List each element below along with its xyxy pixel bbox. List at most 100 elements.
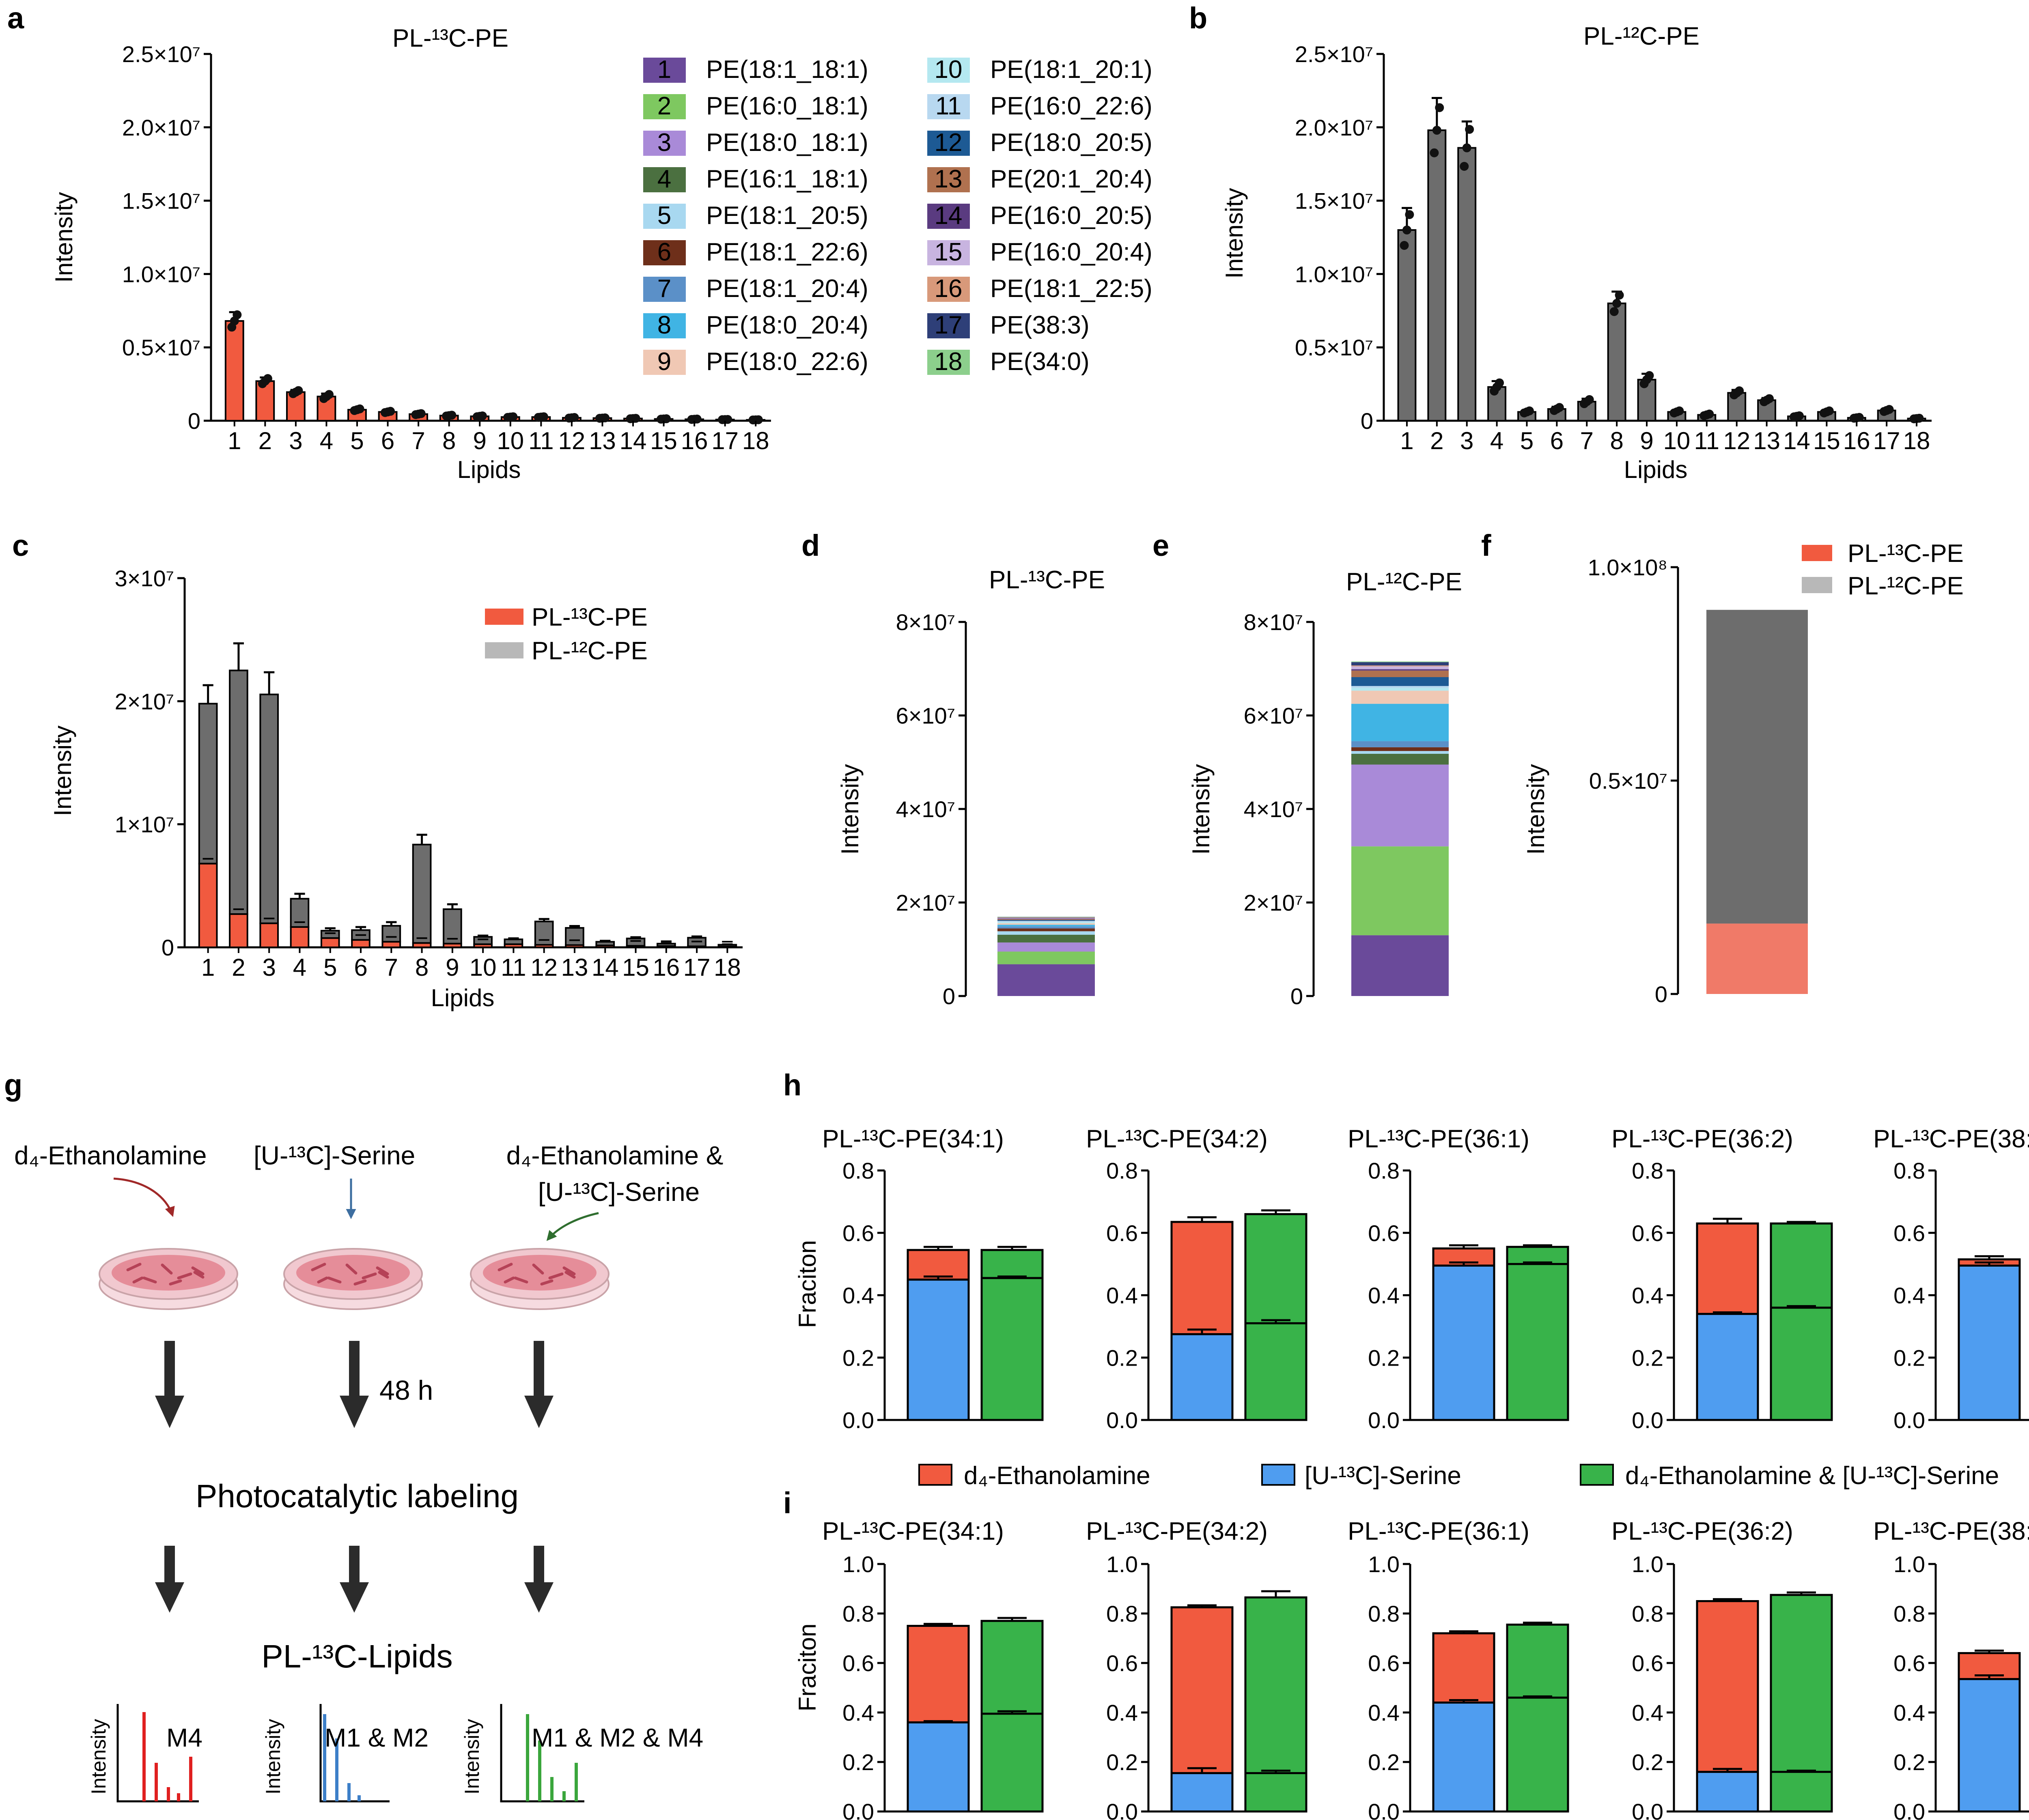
panel-h-subplot-y-tick-label: 0.0: [842, 1407, 874, 1433]
panel-a-title: PL-¹³C-PE: [392, 24, 508, 52]
panel-i-subplot-bar-serine: [1696, 1771, 1759, 1813]
lipid-legend-swatch: [643, 94, 686, 119]
panel-f-legend-swatch-12c: [1802, 577, 1832, 593]
panel-b-chart: PL-¹²C-PE Lipids Intensity 0 0.5×10⁷ 1.0×1…: [1221, 22, 1932, 483]
panel-b-x-tick-label: 4: [1490, 427, 1503, 454]
lipid-legend-swatch: [927, 277, 970, 302]
lipid-legend-swatch: [643, 204, 686, 229]
panel-h-subplot-bar-serine: [1770, 1306, 1833, 1421]
panel-a-bar: [255, 380, 275, 422]
panel-b-x-tick-label: 10: [1663, 427, 1691, 454]
panel-c-x-tick-label: 13: [561, 954, 588, 981]
panel-i-subplot-y-tick-label: 0.4: [1893, 1700, 1925, 1725]
panel-h-subplot-y-tick-label: 0.4: [1106, 1283, 1138, 1308]
panel-i-subplot-y-tick-label: 0.0: [1368, 1799, 1400, 1820]
panel-letter-e: e: [1152, 529, 1169, 562]
panel-i-subplot-title: PL-¹³C-PE(36:1): [1348, 1517, 1529, 1545]
panel-a-chart: PL-¹³C-PE Lipids Intensity 0 0.5×10⁷ 1.0×1…: [50, 24, 771, 483]
panel-h-subplot-bar-ethanolamine: [980, 1249, 1044, 1279]
lipid-legend-name: PE(20:1_20:4): [990, 165, 1152, 193]
panel-a-x-tick-label: 1: [228, 427, 241, 454]
label-serine: [U-¹³C]-Serine: [254, 1141, 415, 1170]
panel-h-subplot-y-tick-label: 0.4: [842, 1283, 874, 1308]
panel-b-data-point: [1402, 225, 1411, 234]
panel-i-subplot-y-tick-label: 1.0: [1632, 1551, 1663, 1577]
panel-c-bar-13c: [381, 941, 401, 949]
panel-h-subplot-y-tick-label: 0.2: [842, 1345, 874, 1370]
panel-b-bar: [1607, 302, 1626, 422]
panel-c-bar-12c: [259, 693, 279, 924]
panel-c-x-tick-label: 8: [415, 954, 429, 981]
lipid-legend-swatch: [927, 131, 970, 156]
panel-i-subplot-y-tick-label: 0.8: [1368, 1601, 1400, 1626]
panel-b-x-tick-label: 14: [1783, 427, 1810, 454]
spectrum-m1-m2-m4-icon: Intensity M1 & M2 & M4: [461, 1704, 703, 1803]
panel-i-subplot-y-tick-label: 0.8: [1632, 1601, 1663, 1626]
panel-b-x-tick-label: 6: [1550, 427, 1564, 454]
panel-e-segment: [1351, 666, 1449, 669]
panel-b-data-point: [1705, 409, 1714, 419]
panel-b-data-point: [1885, 405, 1894, 414]
panel-h-subplot-y-tick-label: 0.4: [1368, 1283, 1400, 1308]
panel-c-x-tick-label: 12: [530, 954, 558, 981]
panel-c-bar-13c: [351, 939, 370, 949]
panel-b-x-tick-label: 7: [1580, 427, 1594, 454]
panel-a-y-tick-label: 1.0×10⁷: [122, 261, 200, 287]
panel-h-subplot-y-tick-label: 0.2: [1632, 1345, 1663, 1370]
panel-a-x-tick-label: 7: [411, 427, 425, 454]
panel-d-segment: [997, 917, 1095, 918]
panel-c-x-tick-label: 4: [293, 954, 306, 981]
panel-i-subplot-y-tick-label: 0.4: [842, 1700, 874, 1725]
panel-h-subplot-y-tick-label: 0.2: [1368, 1345, 1400, 1370]
lipid-legend-swatch: [643, 313, 686, 338]
lipid-legend-swatch: [643, 167, 686, 192]
panel-i-subplot-y-tick-label: 0.6: [1632, 1650, 1663, 1676]
panel-b-x-tick-label: 9: [1640, 427, 1653, 454]
panel-i-subplot-y-tick-label: 0.2: [1632, 1749, 1663, 1775]
panel-c-bar-12c: [626, 938, 646, 947]
panel-e-segment: [1351, 691, 1449, 704]
panel-c-x-tick-label: 15: [622, 954, 649, 981]
panel-f-bar-13c: [1706, 923, 1808, 994]
panel-c-x-tick-label: 14: [592, 954, 619, 981]
label-both-line2: [U-¹³C]-Serine: [538, 1177, 700, 1207]
panel-c-x-tick-label: 2: [232, 954, 245, 981]
panel-i-subplot-bar-ethanolamine: [1696, 1600, 1759, 1773]
panel-e-segment: [1351, 754, 1449, 765]
panel-c-x-tick-label: 17: [683, 954, 711, 981]
legend-swatch-ethanolamine: [918, 1464, 952, 1486]
lipid-legend-swatch: [643, 58, 686, 83]
panel-b-y-tick-label: 0: [1361, 408, 1373, 434]
lipid-legend-swatch: [643, 350, 686, 375]
panel-h-subplot-y-tick-label: 0.0: [1106, 1407, 1138, 1433]
panel-e-segment: [1351, 751, 1449, 754]
lipid-legend-number: 2: [657, 92, 671, 120]
panel-a-data-point: [601, 413, 610, 422]
panel-e-segment: [1351, 703, 1449, 741]
panel-a-y-tick-label: 0.5×10⁷: [122, 335, 200, 360]
panel-letter-h: h: [783, 1068, 801, 1102]
panel-d-segment: [997, 919, 1095, 920]
panel-a-data-point: [508, 412, 518, 422]
panel-a-y-tick-label: 2.5×10⁷: [122, 41, 200, 67]
panel-e-segment: [1351, 935, 1449, 996]
panel-i-subplot-bar-ethanolamine: [907, 1625, 970, 1723]
panel-b-y-tick-label: 0.5×10⁷: [1295, 335, 1373, 360]
panel-letter-a: a: [7, 1, 24, 35]
panel-c-x-tick-label: 10: [470, 954, 497, 981]
panel-d-segment: [997, 925, 1095, 927]
panel-d-y-tick-label: 2×10⁷: [896, 890, 955, 916]
panel-b-x-tick-label: 13: [1753, 427, 1780, 454]
panel-e-segment: [1351, 741, 1449, 747]
panel-i-subplot-y-tick-label: 0.6: [1368, 1650, 1400, 1676]
lipid-legend-number: 15: [935, 238, 963, 266]
panel-i-subplot-y-tick-label: 0.8: [1106, 1601, 1138, 1626]
panel-h-subplot-y-tick-label: 0.8: [1893, 1158, 1925, 1183]
panel-i-subplot-y-tick-label: 0.6: [842, 1650, 874, 1676]
panel-h-subplot-bar-ethanolamine: [1696, 1222, 1759, 1315]
panel-d-segment: [997, 951, 1095, 964]
panel-e-y-tick-label: 8×10⁷: [1244, 609, 1303, 635]
panel-b-x-tick-label: 17: [1873, 427, 1900, 454]
lipid-legend-number: 9: [657, 348, 671, 376]
panel-h-subplot-y-tick-label: 0.6: [1632, 1220, 1663, 1246]
